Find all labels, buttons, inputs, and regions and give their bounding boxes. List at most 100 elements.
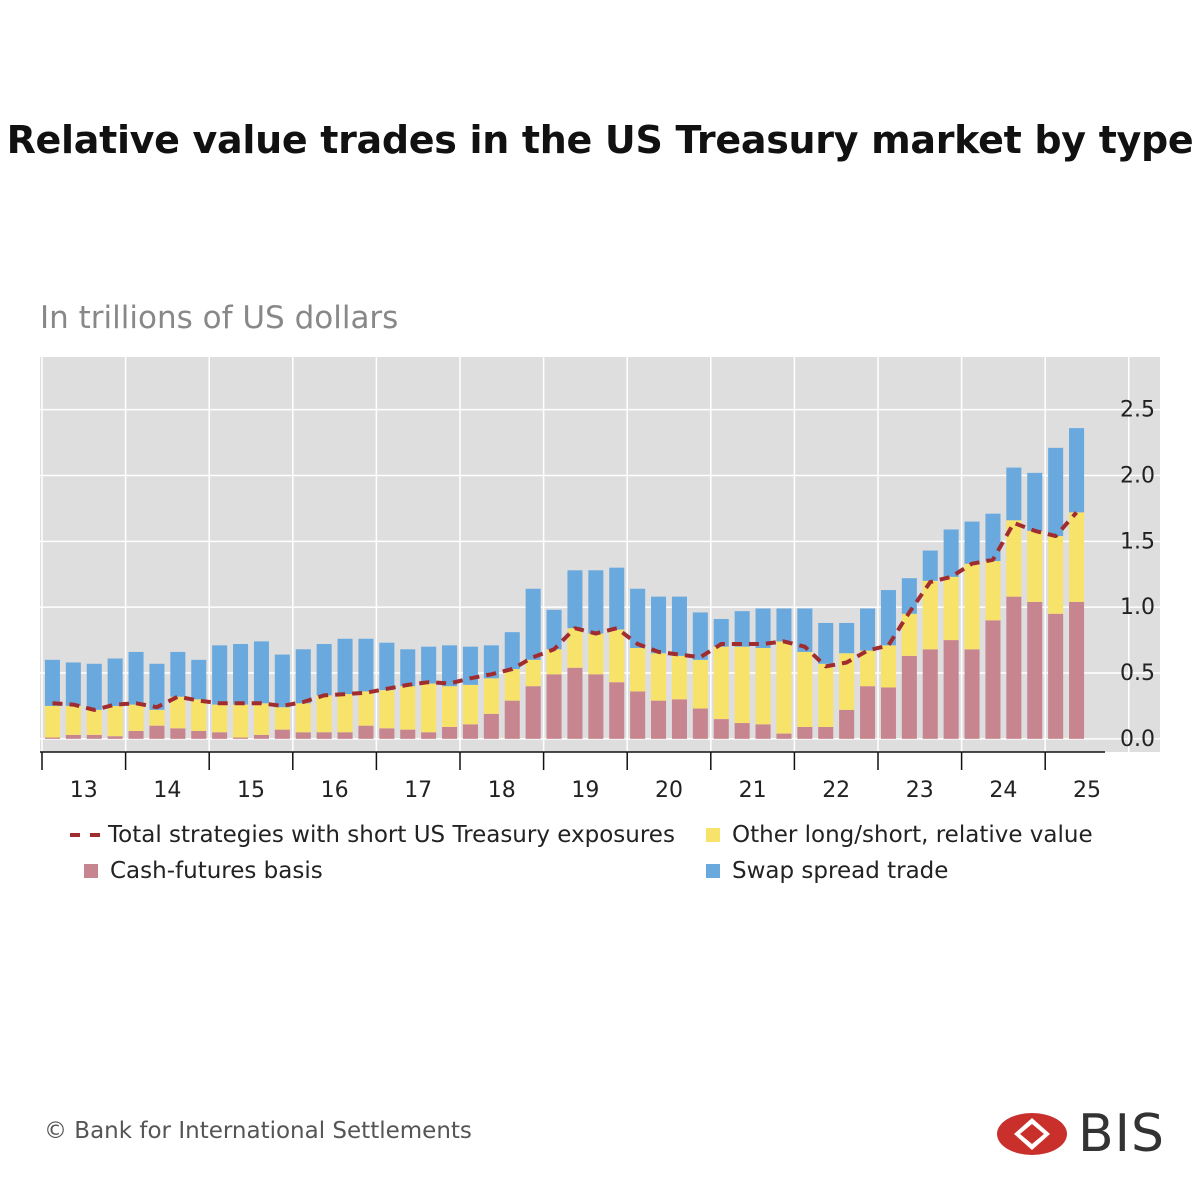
bar-swap: [44, 659, 60, 706]
bar-swap: [901, 578, 917, 614]
bar-other: [713, 646, 729, 720]
bar-other: [295, 703, 311, 733]
bar-basis: [713, 719, 729, 739]
bar-swap: [253, 641, 269, 704]
bar-basis: [901, 655, 917, 739]
bar-basis: [818, 726, 834, 739]
bar-other: [400, 686, 416, 730]
bar-basis: [212, 732, 228, 739]
bar-swap: [943, 529, 959, 577]
legend-label-other: Other long/short, relative value: [732, 822, 1093, 848]
bar-other: [128, 704, 144, 731]
x-tick-label: 22: [822, 778, 850, 803]
bar-other: [421, 683, 437, 733]
bar-basis: [630, 691, 646, 739]
bar-basis: [358, 725, 374, 739]
bar-other: [651, 653, 667, 701]
bar-other: [818, 663, 834, 727]
bar-swap: [400, 649, 416, 687]
bar-swap: [358, 638, 374, 692]
bar-other: [44, 705, 60, 738]
bar-basis: [191, 730, 207, 739]
bar-basis: [943, 640, 959, 739]
bar-basis: [734, 723, 750, 739]
x-tick-label: 23: [906, 778, 934, 803]
bar-basis: [651, 700, 667, 739]
bar-other: [483, 678, 499, 714]
bar-other: [609, 629, 625, 683]
bar-basis: [776, 733, 792, 739]
legend-item-basis: Cash-futures basis: [84, 858, 323, 884]
bar-swap: [588, 570, 604, 634]
bis-logo-text: BIS: [1078, 1104, 1166, 1164]
bar-other: [1048, 536, 1064, 614]
bar-other: [546, 649, 562, 675]
bis-logo-icon: [997, 1113, 1067, 1155]
legend-label-basis: Cash-futures basis: [110, 858, 323, 884]
bar-swap: [839, 622, 855, 654]
bar-swap: [671, 596, 687, 656]
bar-swap: [316, 644, 332, 696]
bar-swap: [170, 651, 186, 697]
bar-basis: [546, 674, 562, 739]
bar-swap: [609, 567, 625, 630]
bar-basis: [588, 674, 604, 739]
bar-swap: [1006, 467, 1022, 521]
x-tick-label: 16: [321, 778, 349, 803]
bar-swap: [421, 646, 437, 684]
bar-basis: [149, 725, 165, 739]
bar-other: [901, 613, 917, 656]
bar-other: [379, 690, 395, 729]
bar-other: [630, 647, 646, 692]
bar-basis: [107, 736, 123, 739]
x-tick-label: 15: [237, 778, 265, 803]
bar-basis: [65, 734, 81, 739]
bar-other: [316, 695, 332, 733]
bar-basis: [504, 700, 520, 739]
y-tick-label: 2.0: [1120, 464, 1155, 489]
bar-basis: [839, 709, 855, 739]
bar-basis: [253, 734, 269, 739]
bar-swap: [755, 608, 771, 648]
bar-basis: [671, 699, 687, 739]
bar-basis: [442, 726, 458, 739]
bar-swap: [651, 596, 667, 654]
bar-basis: [860, 686, 876, 739]
bar-other: [442, 686, 458, 727]
x-tick-label: 24: [989, 778, 1017, 803]
bar-swap: [212, 645, 228, 705]
bar-other: [922, 580, 938, 650]
bar-other: [880, 645, 896, 688]
bar-basis: [692, 708, 708, 739]
bar-other: [671, 655, 687, 700]
bar-other: [839, 653, 855, 710]
bar-basis: [400, 729, 416, 739]
bar-basis: [337, 732, 353, 739]
y-tick-label: 0.0: [1120, 727, 1155, 752]
bar-swap: [462, 646, 478, 685]
bar-other: [692, 659, 708, 709]
bar-other: [755, 647, 771, 725]
x-tick-label: 18: [488, 778, 516, 803]
x-tick-label: 20: [655, 778, 683, 803]
bar-swap: [922, 550, 938, 581]
bar-basis: [233, 737, 249, 739]
y-tick-label: 1.5: [1120, 529, 1155, 554]
y-tick-label: 0.5: [1120, 661, 1155, 686]
bar-basis: [922, 649, 938, 739]
bar-swap: [65, 662, 81, 706]
bar-swap: [734, 611, 750, 647]
bar-swap: [818, 622, 834, 664]
bar-other: [149, 709, 165, 726]
bar-other: [1006, 520, 1022, 597]
bar-swap: [483, 645, 499, 679]
bar-swap: [442, 645, 458, 687]
bar-other: [462, 684, 478, 725]
bar-other: [860, 650, 876, 687]
bar-basis: [295, 732, 311, 739]
bar-swap: [149, 663, 165, 710]
chart-subtitle: In trillions of US dollars: [40, 300, 399, 336]
bar-swap: [1069, 428, 1085, 513]
bar-basis: [483, 713, 499, 739]
